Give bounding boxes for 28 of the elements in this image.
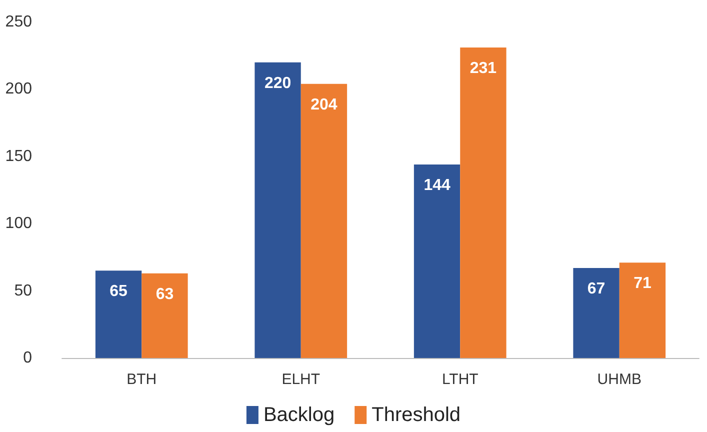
bar <box>142 273 188 358</box>
y-tick-label: 0 <box>23 350 32 366</box>
data-label: 67 <box>587 280 606 298</box>
data-label: 204 <box>310 96 338 114</box>
y-tick-label: 100 <box>5 215 32 232</box>
bar <box>414 164 460 358</box>
bar <box>619 262 666 358</box>
data-label: 65 <box>110 283 128 300</box>
y-tick-label: 250 <box>5 14 32 30</box>
data-label: 220 <box>264 74 292 92</box>
y-tick-label: 50 <box>14 282 32 300</box>
data-label: 71 <box>634 275 652 292</box>
y-tick-label: 200 <box>5 80 32 98</box>
data-label: 144 <box>424 176 450 194</box>
bar <box>573 268 620 358</box>
bar <box>95 270 142 358</box>
bar <box>300 84 348 358</box>
legend-label: Backlog <box>263 404 335 426</box>
bar <box>460 48 506 358</box>
legend-label: Threshold <box>372 404 461 426</box>
bar <box>254 62 301 358</box>
x-tick-label: UHMB <box>597 371 642 388</box>
x-tick-label: ELHT <box>282 371 320 388</box>
data-label: 63 <box>156 286 174 303</box>
data-label: 231 <box>470 60 497 78</box>
x-tick-label: LTHT <box>442 371 478 388</box>
y-tick-label: 150 <box>5 148 32 165</box>
x-tick-label: BTH <box>126 371 157 388</box>
